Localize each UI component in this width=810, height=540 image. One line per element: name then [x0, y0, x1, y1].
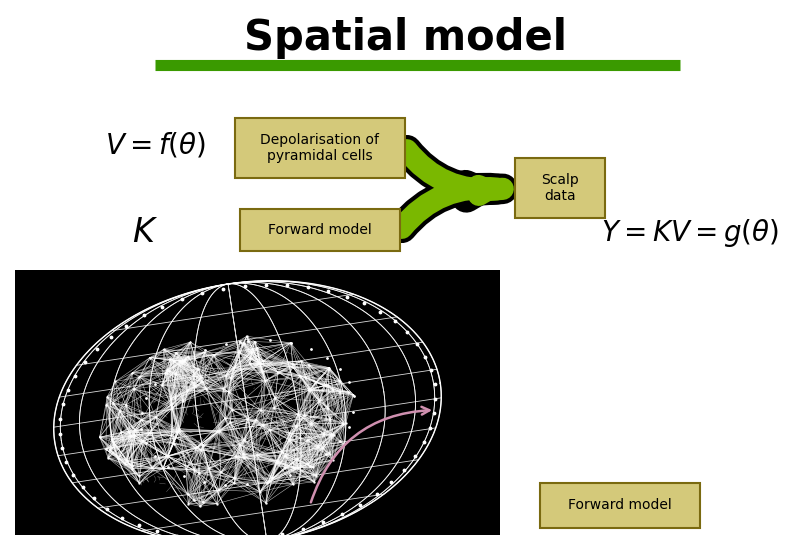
Text: Forward model: Forward model [268, 223, 372, 237]
Text: $V = f(\theta)$: $V = f(\theta)$ [104, 131, 206, 159]
Text: $Y = KV = g(\theta)$: $Y = KV = g(\theta)$ [601, 217, 779, 249]
Text: Scalp
data: Scalp data [541, 173, 579, 203]
FancyBboxPatch shape [15, 270, 500, 535]
FancyBboxPatch shape [515, 158, 605, 218]
Text: Forward model: Forward model [568, 498, 671, 512]
Text: Depolarisation of
pyramidal cells: Depolarisation of pyramidal cells [261, 133, 380, 163]
Text: Spatial model: Spatial model [244, 17, 566, 59]
FancyBboxPatch shape [235, 118, 405, 178]
Text: $K$: $K$ [132, 217, 158, 249]
FancyBboxPatch shape [540, 483, 700, 528]
FancyBboxPatch shape [240, 209, 400, 251]
